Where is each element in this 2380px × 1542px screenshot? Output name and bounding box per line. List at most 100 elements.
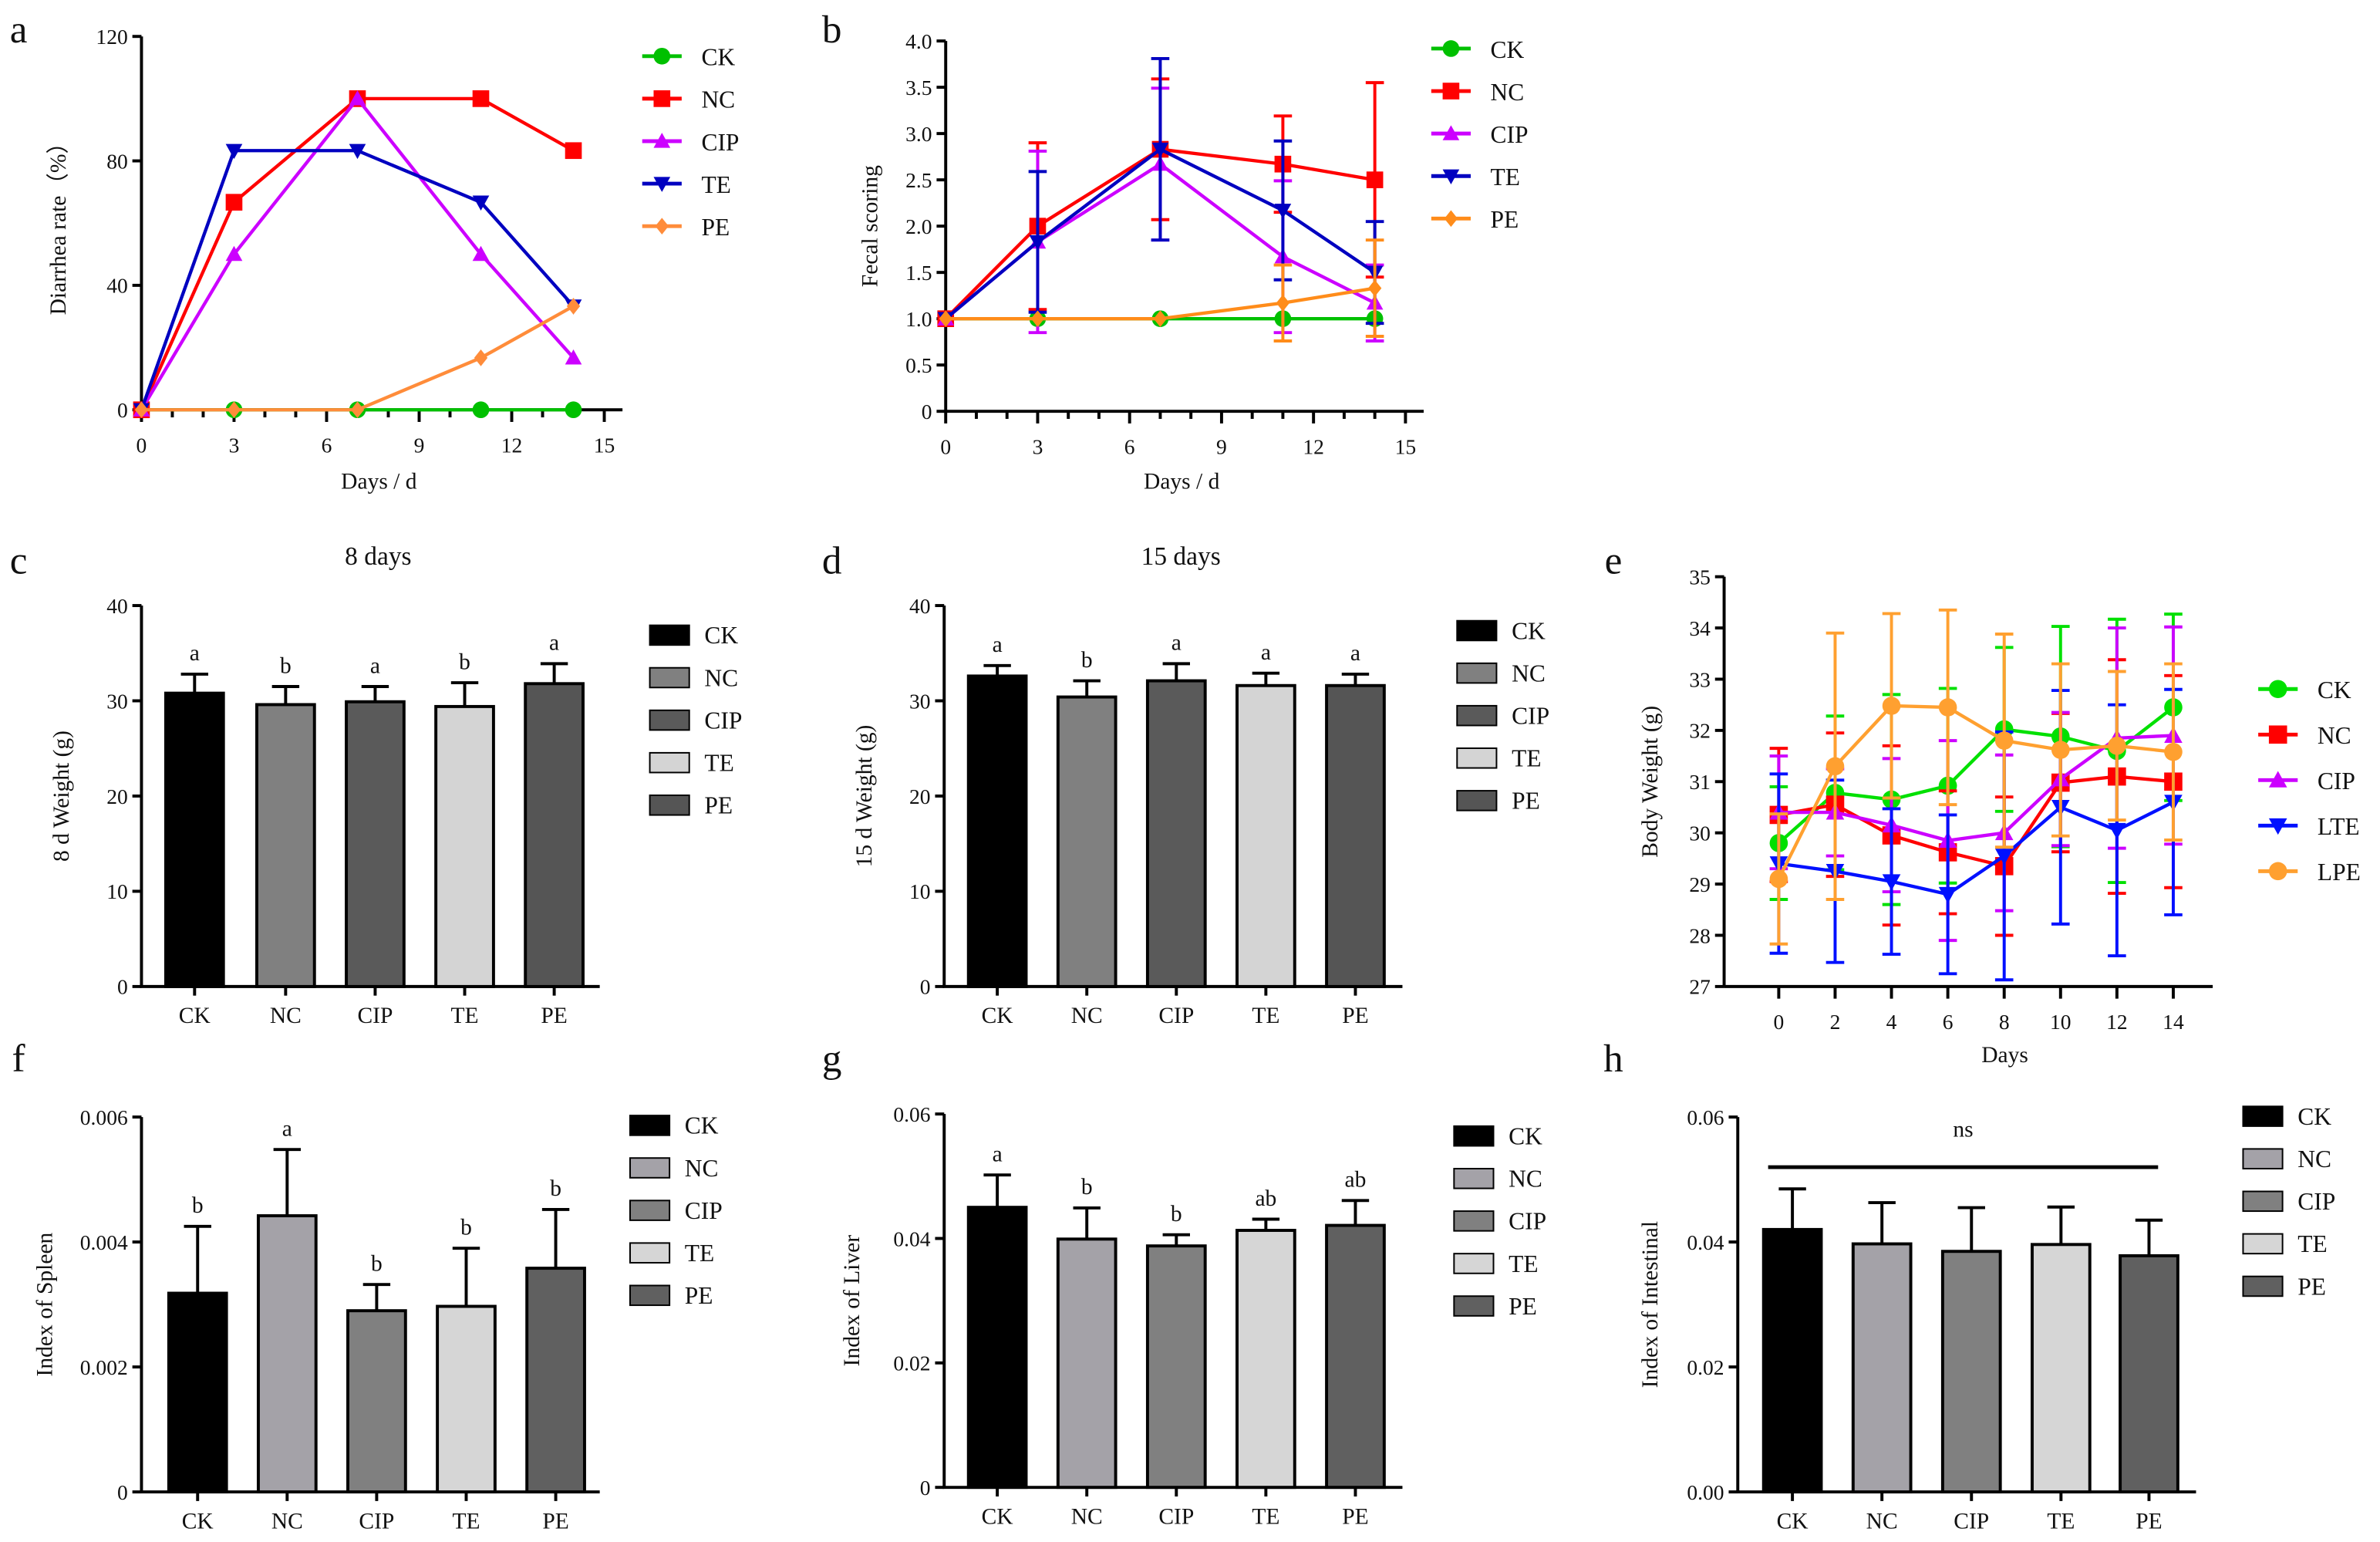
data-point xyxy=(350,401,365,419)
legend-item-nc: NC xyxy=(642,86,735,113)
legend-item-ck: CK xyxy=(629,1112,719,1139)
y-tick-label: 3.5 xyxy=(905,76,932,100)
legend-item-cip: CIP xyxy=(642,129,739,156)
legend-marker xyxy=(1444,210,1458,228)
bar xyxy=(1145,1244,1207,1490)
y-tick-label: 33 xyxy=(1689,667,1711,691)
bar-group-cip: CIP b xyxy=(346,1251,407,1534)
significance-letter: a xyxy=(1171,631,1182,656)
data-point xyxy=(1769,869,1788,889)
bar-group-cip: CIP a xyxy=(345,653,406,1028)
x-tick-label: NC xyxy=(271,1509,303,1534)
data-point xyxy=(225,194,243,211)
legend-label: TE xyxy=(1512,745,1541,772)
y-tick-label: 0.06 xyxy=(893,1102,930,1126)
significance-letter: b xyxy=(371,1251,383,1276)
bar xyxy=(434,704,495,988)
legend-swatch xyxy=(629,1115,671,1136)
y-tick-label: 27 xyxy=(1689,975,1711,999)
bar xyxy=(1145,679,1207,988)
bar xyxy=(2031,1243,2092,1494)
legend-marker xyxy=(1442,40,1460,57)
bar-group-cip: CIP b xyxy=(1145,1202,1207,1529)
significance-letter: a xyxy=(282,1117,292,1142)
legend-label: PE xyxy=(1491,206,1519,233)
legend-swatch xyxy=(1456,704,1498,727)
legend-marker xyxy=(655,218,669,235)
y-axis-label: Body Weight (g) xyxy=(1638,706,1663,858)
data-point xyxy=(1276,294,1290,312)
y-tick-label: 29 xyxy=(1689,872,1711,896)
legend-label: NC xyxy=(2297,1146,2331,1173)
y-tick-label: 30 xyxy=(1689,822,1711,845)
legend-item-cip: CIP xyxy=(1431,121,1529,148)
x-tick-label: 8 xyxy=(1999,1010,2010,1034)
y-tick-label: 40 xyxy=(106,274,128,298)
y-tick-label: 0 xyxy=(117,1480,128,1504)
bar-group-cip: CIP xyxy=(1940,1206,2002,1534)
x-tick-label: CK xyxy=(1777,1509,1809,1534)
legend-item-ck: CK xyxy=(2258,677,2351,704)
legend-label: CK xyxy=(1512,617,1546,644)
legend-label: TE xyxy=(1491,164,1520,191)
legend-label: CK xyxy=(1509,1123,1542,1150)
data-point xyxy=(1825,757,1845,776)
legend-label: NC xyxy=(1509,1166,1542,1193)
legend-swatch xyxy=(2242,1148,2284,1169)
legend-swatch xyxy=(1453,1125,1495,1147)
x-tick-label: CIP xyxy=(1158,1504,1194,1529)
legend-item-cip: CIP xyxy=(2258,768,2355,795)
y-axis-label: Diarrhea rate（%） xyxy=(46,131,71,315)
legend-label: NC xyxy=(701,86,735,113)
bar xyxy=(966,1206,1028,1490)
legend-swatch xyxy=(649,794,690,816)
legend-marker xyxy=(653,47,671,65)
legend-swatch xyxy=(1456,619,1498,642)
legend-item-te: TE xyxy=(1456,745,1542,772)
legend-label: NC xyxy=(685,1155,719,1182)
legend-item-ck: CK xyxy=(642,44,735,71)
y-tick-label: 0.5 xyxy=(905,353,932,377)
bar xyxy=(1056,1237,1118,1490)
legend-label: CK xyxy=(2297,1103,2331,1130)
x-tick-label: PE xyxy=(542,1509,568,1534)
series-pe xyxy=(939,238,1384,342)
data-point xyxy=(565,349,582,365)
bar-group-nc: NC a xyxy=(256,1117,318,1534)
data-point xyxy=(2108,822,2126,840)
data-point xyxy=(2051,741,2070,759)
legend-label: PE xyxy=(1512,788,1540,815)
legend-item-pe: PE xyxy=(2242,1273,2326,1300)
x-tick-label: 12 xyxy=(501,433,523,457)
x-tick-label: 0 xyxy=(1774,1010,1785,1034)
data-point xyxy=(1882,874,1901,891)
data-point xyxy=(134,401,149,419)
legend-label: NC xyxy=(1491,79,1525,106)
data-point xyxy=(1938,886,1957,904)
legend-marker xyxy=(2268,680,2287,699)
bar-group-pe: PE a xyxy=(1325,641,1386,1028)
bar xyxy=(255,703,316,988)
legend-item-cip: CIP xyxy=(1453,1208,1546,1235)
bar xyxy=(1940,1250,2002,1494)
legend-label: LTE xyxy=(2318,813,2360,840)
legend-swatch xyxy=(1456,662,1498,684)
bar xyxy=(167,1291,228,1494)
x-tick-label: PE xyxy=(1342,1004,1368,1028)
data-point xyxy=(472,90,490,107)
legend-marker xyxy=(1442,83,1460,100)
series-lpe xyxy=(1769,608,2183,946)
bar-group-cip: CIP a xyxy=(1145,631,1207,1028)
x-tick-label: 2 xyxy=(1830,1010,1841,1034)
legend-label: PE xyxy=(704,792,733,819)
series-nc xyxy=(1769,658,2183,937)
significance-letter: a xyxy=(1261,640,1271,665)
legend-swatch xyxy=(629,1200,671,1221)
legend-label: PE xyxy=(701,214,730,241)
legend-item-lpe: LPE xyxy=(2258,859,2361,886)
bar-group-nc: NC b xyxy=(255,653,316,1028)
y-tick-label: 0.02 xyxy=(1687,1355,1724,1379)
data-point xyxy=(225,143,243,160)
bar xyxy=(524,682,585,988)
